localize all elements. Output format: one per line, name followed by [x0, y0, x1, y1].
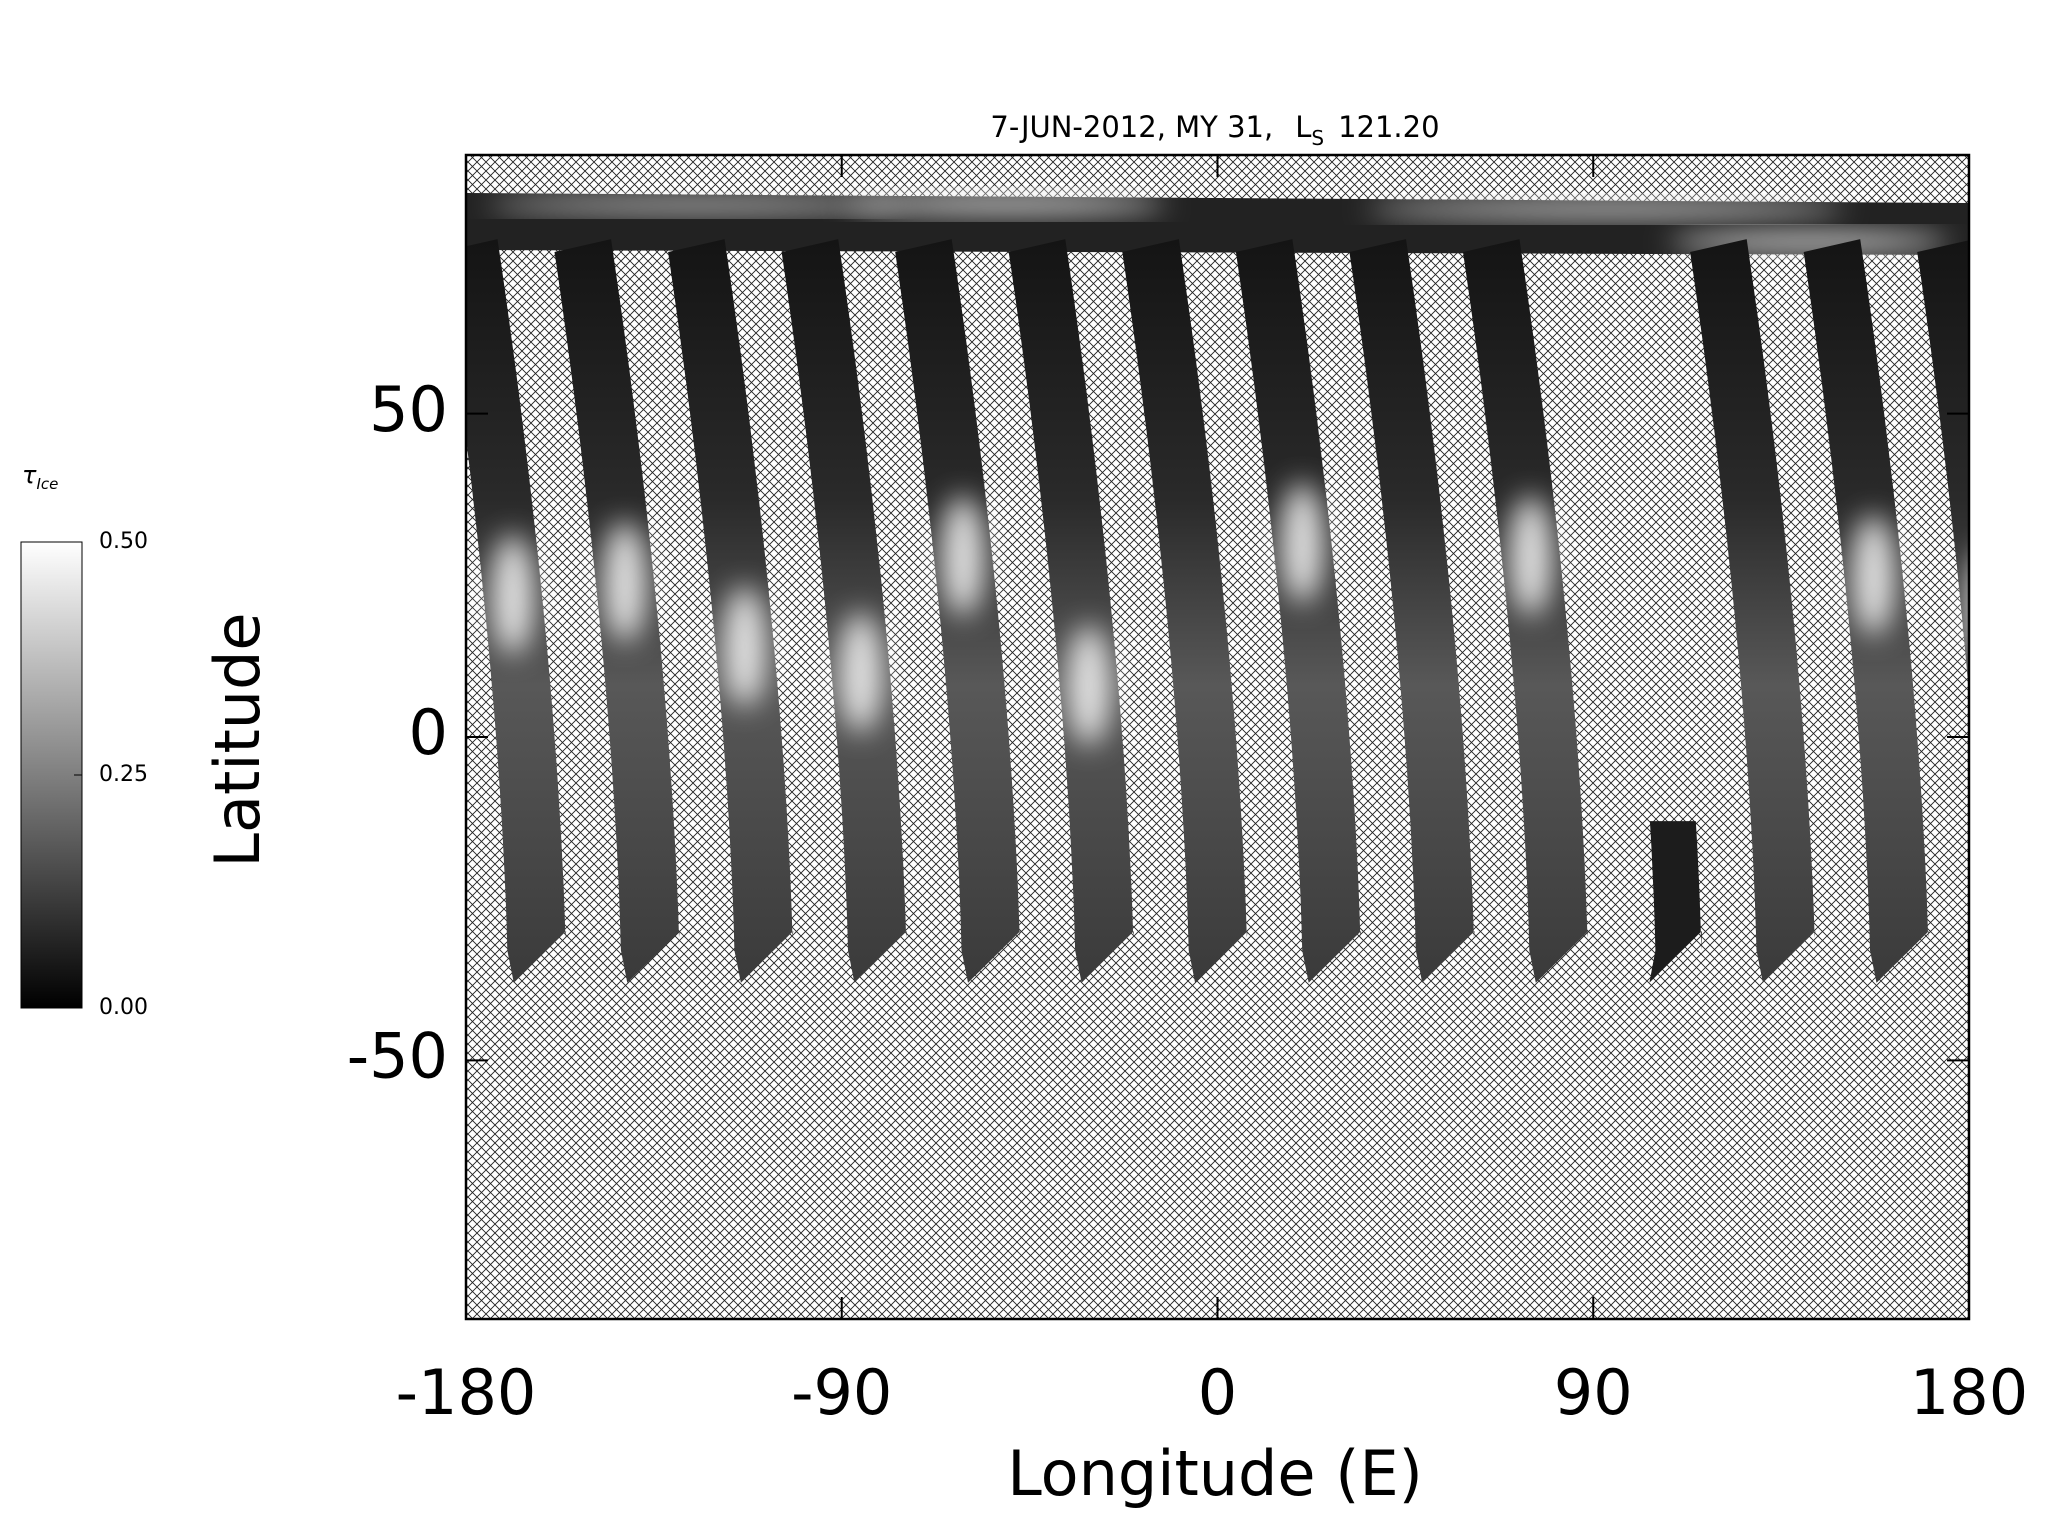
- plot-area: -50 0 50 -180 -90 0 90 180: [347, 153, 2028, 1429]
- title-value: 121.20: [1338, 110, 1439, 144]
- swath: [1649, 821, 1702, 983]
- y-axis-label: Latitude: [201, 612, 274, 867]
- swath: [1690, 239, 1816, 983]
- ice-cloud: [486, 198, 906, 212]
- colorbar-tick-label: 0.25: [99, 762, 148, 787]
- ice-cloud: [1508, 495, 1553, 616]
- colorbar-label: τIce: [22, 461, 58, 493]
- ice-cloud: [1968, 592, 1969, 623]
- colorbar-subscript: Ice: [36, 475, 58, 493]
- ice-cloud: [838, 612, 883, 733]
- ice-cloud: [846, 195, 1166, 213]
- swath: [1349, 239, 1475, 983]
- chart-title: 7-JUN-2012, MY 31, LS 121.20: [990, 110, 1439, 150]
- y-tick-label: 50: [369, 373, 448, 446]
- colorbar-tick-label: 0.50: [99, 529, 148, 554]
- ice-cloud: [1280, 483, 1325, 603]
- ice-cloud: [940, 495, 985, 616]
- ice-cloud: [722, 586, 767, 707]
- colorbar: [20, 541, 83, 1009]
- map-image: [466, 155, 1969, 1319]
- title-symbol: L: [1295, 110, 1311, 144]
- ice-cloud: [1851, 515, 1896, 636]
- x-axis-label: Longitude (E): [1007, 1437, 1423, 1510]
- swath: [1008, 239, 1134, 983]
- x-tick-label: 90: [1554, 1356, 1633, 1429]
- swath: [1235, 239, 1362, 983]
- ice-cloud: [490, 534, 535, 655]
- colorbar-tick-label: 0.00: [99, 995, 148, 1020]
- colorbar-symbol: τ: [22, 461, 37, 489]
- x-tick-label: 180: [1910, 1356, 2028, 1429]
- x-tick-label: -90: [791, 1356, 892, 1429]
- y-tick-label: -50: [347, 1019, 448, 1092]
- title-subscript: S: [1311, 126, 1324, 150]
- x-tick-label: -180: [396, 1356, 537, 1429]
- x-tick-label: 0: [1198, 1356, 1237, 1429]
- y-tick-label: 0: [409, 696, 448, 769]
- swath: [1122, 239, 1248, 983]
- ice-cloud: [1066, 625, 1111, 746]
- swath: [1917, 240, 1969, 696]
- ice-cloud: [602, 521, 647, 642]
- swath: [781, 239, 907, 983]
- title-text: 7-JUN-2012, MY 31,: [990, 110, 1273, 144]
- ice-cloud: [1366, 201, 1846, 217]
